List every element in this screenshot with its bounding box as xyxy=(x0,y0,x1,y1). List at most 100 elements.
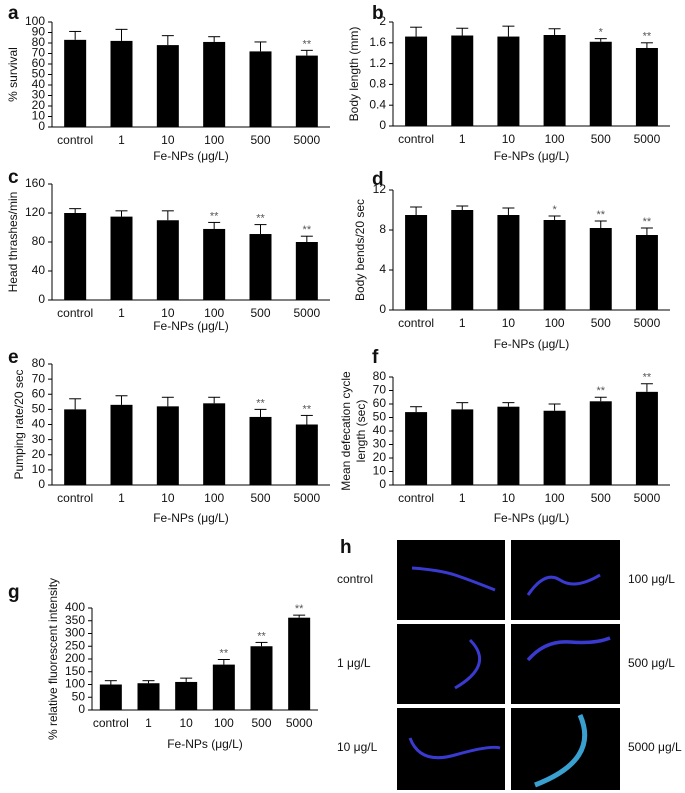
worm-image xyxy=(511,540,620,620)
y-tick-label: 30 xyxy=(32,432,46,446)
x-tick-label: 10 xyxy=(502,491,516,505)
y-tick-label: 50 xyxy=(32,67,46,81)
bar xyxy=(295,242,318,300)
y-tick-label: 100 xyxy=(25,14,45,28)
bar xyxy=(175,681,198,710)
x-axis-label: Fe-NPs (μg/L) xyxy=(494,149,570,163)
bar xyxy=(295,55,318,127)
x-tick-label: 5000 xyxy=(634,491,661,505)
bar xyxy=(212,664,235,710)
significance: * xyxy=(552,204,557,216)
x-tick-label: 5000 xyxy=(293,133,320,147)
y-tick-label: 40 xyxy=(32,263,46,277)
x-tick-label: 10 xyxy=(502,132,516,146)
image-label: 1 μg/L xyxy=(337,656,371,670)
y-tick-label: 40 xyxy=(373,423,387,437)
panel-label: b xyxy=(372,3,384,24)
bar xyxy=(249,234,272,300)
bar xyxy=(110,216,133,300)
y-axis-label: Head thrashes/min xyxy=(6,192,20,293)
y-tick-label: 90 xyxy=(32,25,46,39)
significance: ** xyxy=(303,403,312,415)
x-tick-label: 5000 xyxy=(293,491,320,505)
y-tick-label: 200 xyxy=(65,651,85,665)
bar xyxy=(288,617,311,710)
y-tick-label: 60 xyxy=(32,386,46,400)
y-tick-label: 0 xyxy=(379,302,386,316)
image-label: 500 μg/L xyxy=(628,656,675,670)
y-tick-label: 10 xyxy=(373,464,387,478)
bar xyxy=(405,412,428,485)
y-tick-label: 20 xyxy=(32,447,46,461)
significance: ** xyxy=(643,31,652,43)
image-label: 5000 μg/L xyxy=(628,740,682,754)
x-tick-label: 100 xyxy=(545,316,565,330)
y-tick-label: 80 xyxy=(32,356,46,370)
y-tick-label: 1.6 xyxy=(369,35,386,49)
significance: ** xyxy=(256,397,265,409)
x-axis-label: Fe-NPs (μg/L) xyxy=(494,511,570,525)
panel-label: h xyxy=(340,537,352,558)
x-tick-label: 500 xyxy=(591,316,611,330)
y-tick-label: 60 xyxy=(373,396,387,410)
image-label: 100 μg/L xyxy=(628,572,675,586)
y-tick-label: 50 xyxy=(32,402,46,416)
x-tick-label: control xyxy=(398,491,434,505)
x-tick-label: 500 xyxy=(250,133,270,147)
bar xyxy=(635,48,658,126)
panel-label: e xyxy=(8,347,19,368)
x-tick-label: control xyxy=(93,716,129,730)
y-tick-label: 0 xyxy=(38,292,45,306)
bar xyxy=(110,404,133,485)
bar xyxy=(451,210,474,310)
image-label: control xyxy=(337,572,373,586)
bar xyxy=(405,215,428,310)
y-tick-label: 20 xyxy=(32,98,46,112)
significance: ** xyxy=(596,209,605,221)
y-axis-label: % survival xyxy=(6,47,20,102)
y-tick-label: 10 xyxy=(32,109,46,123)
x-tick-label: 1 xyxy=(459,316,466,330)
y-tick-label: 300 xyxy=(65,626,85,640)
worm xyxy=(526,636,611,662)
y-tick-label: 0 xyxy=(379,477,386,491)
bar xyxy=(64,409,87,485)
panel-label: f xyxy=(372,347,379,368)
worm xyxy=(408,737,501,760)
x-tick-label: 10 xyxy=(179,716,193,730)
worm xyxy=(526,573,601,596)
x-tick-label: 100 xyxy=(204,133,224,147)
x-tick-label: control xyxy=(57,133,93,147)
bar xyxy=(543,35,566,126)
significance: ** xyxy=(303,38,312,50)
x-axis-label: Fe-NPs (μg/L) xyxy=(494,337,570,351)
bar xyxy=(295,424,318,485)
x-tick-label: 1 xyxy=(118,133,125,147)
x-tick-label: 10 xyxy=(161,491,175,505)
bar xyxy=(543,410,566,485)
worm-image xyxy=(397,624,505,704)
y-tick-label: 0.4 xyxy=(369,97,386,111)
bar xyxy=(249,51,272,127)
significance: ** xyxy=(596,385,605,397)
significance: ** xyxy=(210,210,219,222)
x-tick-label: 5000 xyxy=(286,716,313,730)
y-tick-label: 80 xyxy=(32,234,46,248)
y-tick-label: 50 xyxy=(373,410,387,424)
worm xyxy=(411,566,496,592)
x-tick-label: 1 xyxy=(459,491,466,505)
y-axis-label: Pumping rate/20 sec xyxy=(12,369,26,479)
bar xyxy=(250,646,273,710)
bar xyxy=(635,235,658,310)
x-tick-label: 5000 xyxy=(634,132,661,146)
x-tick-label: 10 xyxy=(502,316,516,330)
y-tick-label: 70 xyxy=(32,46,46,60)
y-tick-label: 80 xyxy=(373,369,387,383)
bar xyxy=(156,406,179,485)
y-axis-label: Body length (mm) xyxy=(347,27,361,122)
y-tick-label: 50 xyxy=(72,689,86,703)
y-axis-label: length (sec) xyxy=(354,400,368,463)
x-tick-label: control xyxy=(57,306,93,320)
y-tick-label: 1.2 xyxy=(369,56,386,70)
significance: * xyxy=(599,27,604,39)
